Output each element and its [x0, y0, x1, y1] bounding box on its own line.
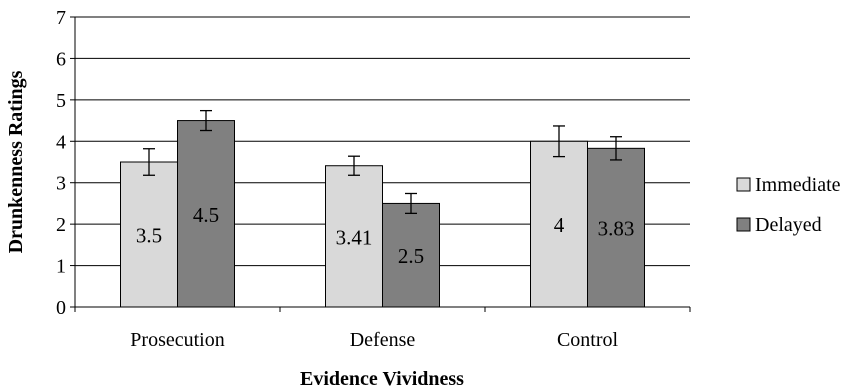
error-bars	[143, 109, 622, 215]
bar-immediate-control	[530, 140, 588, 308]
legend-swatch-immediate	[736, 177, 751, 192]
axes	[74, 17, 690, 308]
y-tick-label-3: 3	[56, 173, 66, 195]
y-tick-label-6: 6	[56, 48, 66, 70]
y-tick-label-7: 7	[56, 7, 66, 29]
x-category-label-control: Control	[557, 329, 619, 351]
data-label-delayed-prosecution: 4.5	[193, 203, 219, 227]
data-label-delayed-control: 3.83	[598, 217, 635, 241]
y-tick-labels: 0 1 2 3 4 5 6 7	[56, 7, 75, 319]
x-category-labels: Prosecution Defense Control	[74, 307, 691, 351]
bars	[120, 120, 645, 308]
x-category-label-defense: Defense	[350, 329, 416, 351]
y-axis-title: Drunkenness Ratings	[5, 70, 27, 253]
legend-label-immediate: Immediate	[755, 174, 841, 196]
y-tick-label-0: 0	[56, 297, 66, 319]
y-tick-label-4: 4	[56, 131, 66, 153]
bar-delayed-defense	[382, 202, 440, 308]
x-category-label-prosecution: Prosecution	[130, 329, 224, 351]
legend-label-delayed: Delayed	[755, 214, 822, 236]
bar-immediate-defense	[325, 165, 383, 308]
data-label-delayed-defense: 2.5	[398, 244, 424, 268]
y-tick-label-1: 1	[56, 256, 66, 278]
legend-swatch-delayed	[736, 217, 751, 232]
data-label-immediate-prosecution: 3.5	[136, 224, 162, 248]
data-label-immediate-defense: 3.41	[336, 225, 373, 249]
bar-delayed-prosecution	[177, 120, 235, 308]
x-axis-title: Evidence Vividness	[300, 368, 464, 390]
bar-delayed-control	[587, 147, 645, 308]
legend: Immediate Delayed	[736, 174, 841, 236]
y-tick-label-5: 5	[56, 90, 66, 112]
data-labels: 3.5 4.5 3.41 2.5 4 3.83	[136, 203, 635, 268]
y-tick-label-2: 2	[56, 214, 66, 236]
data-label-immediate-control: 4	[554, 213, 565, 237]
